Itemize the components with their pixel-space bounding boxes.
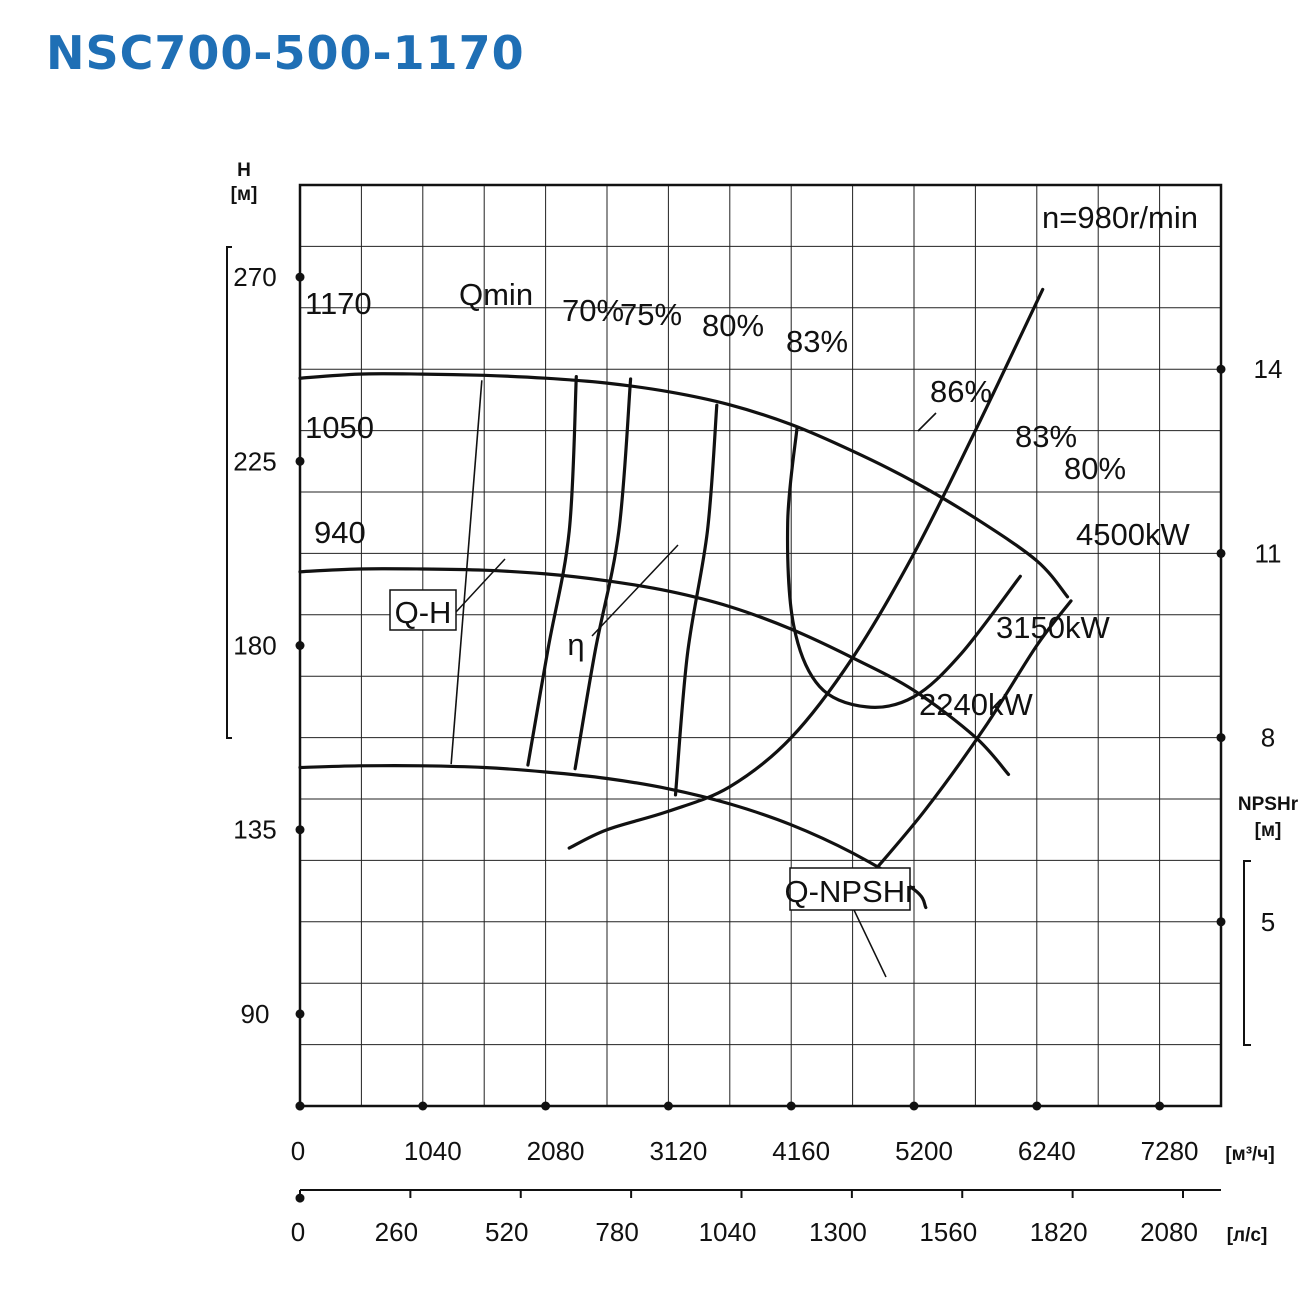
flow-tick-dot xyxy=(295,1101,305,1111)
qh-label: Q-H xyxy=(395,595,452,630)
flow-m3h-unit: [м³/ч] xyxy=(1225,1144,1274,1165)
efficiency-contour-80 xyxy=(871,599,1073,875)
head-tick-label: 225 xyxy=(233,446,276,476)
flow-ls-tick-label: 1560 xyxy=(919,1217,977,1247)
qmin-label: Qmin xyxy=(459,277,533,312)
series-1050 xyxy=(298,567,1011,776)
flow-tick-dot xyxy=(418,1101,428,1111)
npsh-axis-bracket xyxy=(1243,860,1251,1046)
qmin-line xyxy=(450,380,483,765)
power-label-3150: 3150kW xyxy=(996,610,1110,645)
grid xyxy=(300,185,1221,1106)
flow-ls-tick-label: 780 xyxy=(595,1217,638,1247)
eff-label-86: 86% xyxy=(930,374,992,409)
npsh-tick-label: 8 xyxy=(1261,723,1275,753)
flow-m3h-tick-label: 1040 xyxy=(404,1136,462,1166)
flow-ls-tick-label: 1040 xyxy=(699,1217,757,1247)
flow-m3h-tick-label: 5200 xyxy=(895,1136,953,1166)
npsh-tick-dot xyxy=(1216,733,1226,743)
eff-label-80-right: 80% xyxy=(1064,451,1126,486)
flow-ls-tick-label: 2080 xyxy=(1140,1217,1198,1247)
qh-leader xyxy=(455,558,506,613)
flow-ls-tick-label: 1820 xyxy=(1030,1217,1088,1247)
npsh-axis-label: NPSHr xyxy=(1238,794,1299,815)
npsh-tick-label: 11 xyxy=(1255,538,1282,568)
head-tick-label: 135 xyxy=(233,815,276,845)
npsh-leader xyxy=(853,909,887,978)
eff-label-83-right: 83% xyxy=(1015,419,1077,454)
flow-ls-tick-label: 0 xyxy=(291,1217,305,1247)
npsh-tick-dot xyxy=(1216,917,1226,927)
npsh-tick-label: 14 xyxy=(1254,354,1283,384)
flow-tick-dot xyxy=(663,1101,673,1111)
npsh-tick-dot xyxy=(1216,364,1226,374)
flow-m3h-tick-label: 0 xyxy=(291,1136,305,1166)
eff-label-70: 70% xyxy=(562,293,624,328)
flow-tick-dot xyxy=(1155,1101,1165,1111)
npsh-label-box xyxy=(789,867,911,911)
eta-label: η xyxy=(567,627,584,662)
series-label-1170: 1170 xyxy=(305,286,372,321)
npsh-tick-dot xyxy=(1216,548,1226,558)
npsh-axis-unit: [м] xyxy=(1255,820,1282,841)
head-tick-dot xyxy=(295,272,305,282)
npsh-tick-label: 5 xyxy=(1261,907,1275,937)
tick-labels: 270 225 180 135 90 14 11 8 5 0 1040 2080 3120 4160 520… xyxy=(233,262,1282,1247)
flow-ls-tick-label: 1300 xyxy=(809,1217,867,1247)
head-tick-dot xyxy=(295,1009,305,1019)
eff-label-80: 80% xyxy=(702,308,764,343)
flow-m3h-tick-label: 3120 xyxy=(649,1136,707,1166)
flow-tick-dot xyxy=(786,1101,796,1111)
head-axis-label: H xyxy=(237,160,251,181)
eff-86-marker xyxy=(917,412,937,432)
head-tick-label: 90 xyxy=(241,999,270,1029)
qh-label-box xyxy=(389,589,457,631)
eta-leader xyxy=(591,544,679,637)
series-1170 xyxy=(298,372,1070,599)
efficiency-line-80 xyxy=(673,403,719,797)
efficiency-line-70 xyxy=(526,375,578,767)
head-tick-dot xyxy=(295,825,305,835)
head-tick-label: 180 xyxy=(233,631,276,661)
flow-tick-dot xyxy=(909,1101,919,1111)
flow-ls-tick-label: 520 xyxy=(485,1217,528,1247)
flow-m3h-tick-label: 6240 xyxy=(1018,1136,1076,1166)
head-axis-bracket xyxy=(226,246,232,739)
flow-tick-dot xyxy=(541,1101,551,1111)
series-940 xyxy=(298,764,928,910)
head-axis-unit: [м] xyxy=(231,184,258,205)
curves xyxy=(298,287,1073,910)
flow-ls-tick-label: 260 xyxy=(375,1217,418,1247)
head-tick-dot xyxy=(295,641,305,650)
efficiency-contour-83 xyxy=(785,425,1022,709)
head-tick-dot xyxy=(295,456,305,466)
series-label-940: 940 xyxy=(314,515,366,550)
page-title: NSC700-500-1170 xyxy=(46,26,525,80)
eff-label-75: 75% xyxy=(620,297,682,332)
flow-m3h-tick-label: 2080 xyxy=(527,1136,585,1166)
npsh-label: Q-NPSHr xyxy=(785,874,916,909)
axis-dot xyxy=(295,1193,305,1203)
series-label-1050: 1050 xyxy=(305,410,374,445)
power-label-4500: 4500kW xyxy=(1076,517,1190,552)
flow-m3h-tick-label: 7280 xyxy=(1141,1136,1199,1166)
series-Q-NPSHr xyxy=(567,287,1045,850)
axis-dots xyxy=(295,272,1226,1203)
power-label-2240: 2240kW xyxy=(919,687,1033,722)
flow-ls-unit: [л/с] xyxy=(1227,1225,1268,1246)
flow-m3h-tick-label: 4160 xyxy=(772,1136,830,1166)
speed-label: n=980r/min xyxy=(1042,200,1198,235)
eff-label-83: 83% xyxy=(786,324,848,359)
head-tick-label: 270 xyxy=(233,262,276,292)
efficiency-line-75 xyxy=(573,377,633,771)
flow-tick-dot xyxy=(1032,1101,1042,1111)
